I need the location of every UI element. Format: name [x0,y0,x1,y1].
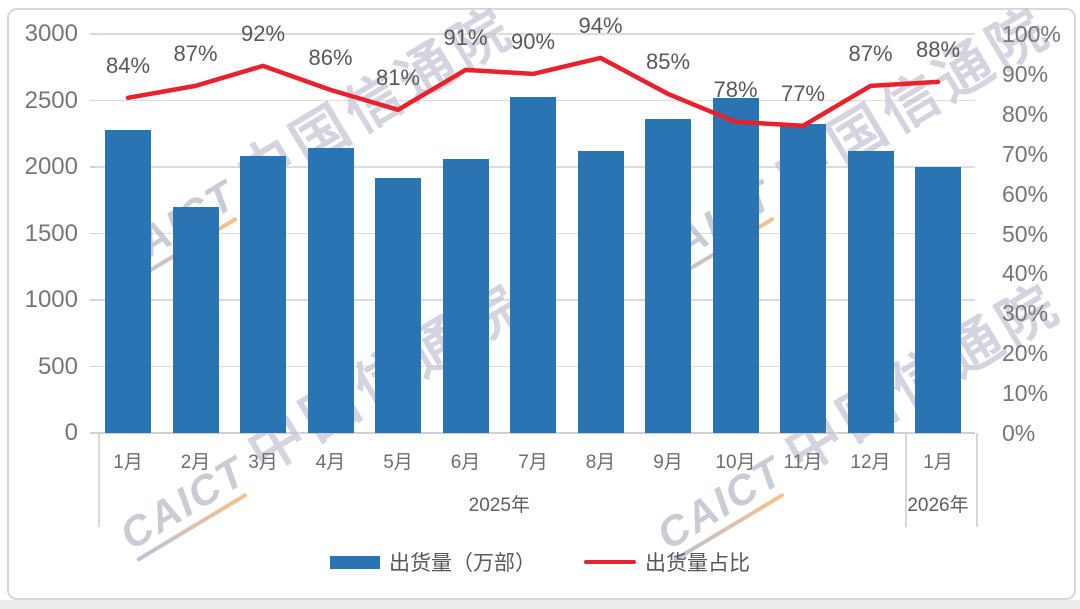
axis-band-separator [905,433,907,527]
secondary-y-axis-label: 60% [1002,180,1049,207]
bar [712,97,759,433]
secondary-y-axis-label: 10% [1002,380,1049,407]
x-axis-label: 11月 [783,452,823,473]
x-axis-label: 5月 [383,452,413,473]
data-label: 91% [443,24,488,50]
secondary-y-axis-label: 80% [1002,100,1049,127]
year-label: 2025年 [468,495,530,516]
bar [577,151,624,433]
y-axis-tick [90,166,98,168]
secondary-y-axis-label: 40% [1002,260,1049,287]
year-label: 2026年 [907,495,969,516]
x-axis-label: 4月 [315,452,346,473]
bar [780,124,826,433]
y-axis-label: 2000 [24,153,78,180]
x-axis-label: 8月 [585,452,616,473]
y-axis-label: 1000 [24,286,78,313]
bar [645,119,691,433]
secondary-y-axis-label: 30% [1002,300,1049,327]
bar [172,206,219,433]
x-axis-label: 9月 [653,452,683,473]
bar [442,159,489,433]
data-label: 77% [780,80,826,106]
data-label: 94% [578,12,623,38]
y-axis-label: 0 [64,419,78,446]
secondary-y-axis-label: 50% [1002,220,1049,247]
legend-bar-swatch-icon [330,555,380,569]
bar [847,151,894,433]
gridline [98,33,975,35]
x-axis-label: 12月 [850,452,891,473]
x-axis-line [98,432,975,434]
legend-label-shipments: 出货量（万部） [389,552,536,575]
x-axis-label: 10月 [715,452,756,473]
x-axis-label: 1月 [923,452,953,473]
legend-item-share: 出货量占比 [584,547,750,577]
x-axis-label: 2月 [180,452,211,473]
legend-line-swatch-icon [584,560,636,564]
page-background-strip [0,600,1080,609]
y-axis-label: 3000 [24,20,78,47]
secondary-y-axis-label: 70% [1002,140,1049,167]
x-axis-label: 1月 [113,452,143,473]
data-label: 81% [375,64,421,90]
secondary-y-axis-label: 100% [1002,21,1061,47]
data-label: 90% [510,28,556,54]
secondary-y-axis-label: 20% [1002,340,1049,367]
data-label: 92% [240,20,286,46]
y-axis-label: 1500 [24,219,78,247]
secondary-y-axis-label: 90% [1002,60,1049,87]
y-axis-tick [90,33,98,35]
bar [307,148,354,433]
bar [105,129,151,433]
bar [375,177,421,433]
bar [915,167,961,433]
y-axis-label: 500 [37,352,78,380]
x-axis-label: 7月 [518,452,548,473]
data-label: 85% [645,48,691,74]
y-axis-tick [90,232,98,235]
bar [510,96,556,433]
y-axis-tick [90,299,98,301]
axis-band-separator [98,433,100,527]
y-axis-label: 2500 [24,86,78,114]
x-axis-label: 3月 [248,452,278,473]
data-label: 88% [915,36,961,62]
chart-frame-border [7,8,1076,600]
bar [240,156,286,433]
y-axis-tick [90,365,98,368]
y-axis-tick [90,99,98,102]
secondary-y-axis-label: 0% [1002,420,1036,446]
legend-label-share: 出货量占比 [645,552,750,575]
y-axis-tick [90,432,98,434]
axis-band-separator [976,433,978,527]
x-axis-label: 6月 [450,452,481,473]
legend: 出货量（万部） 出货量占比 [0,547,1080,577]
legend-item-shipments: 出货量（万部） [330,547,536,577]
